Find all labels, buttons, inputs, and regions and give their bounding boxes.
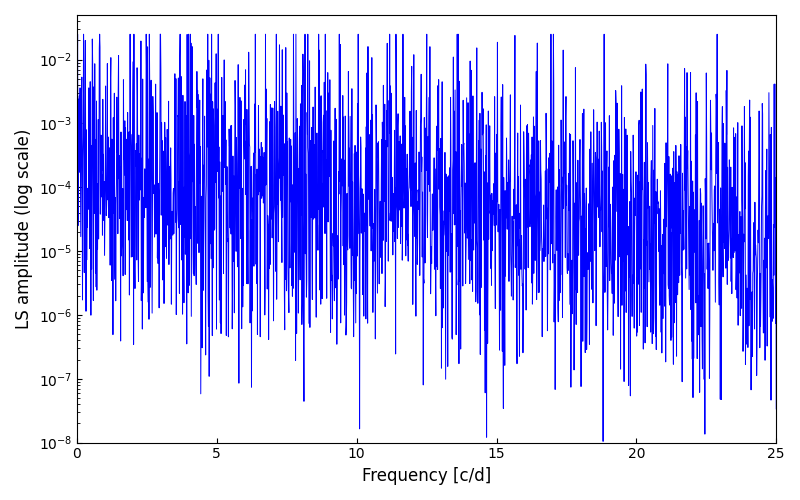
Y-axis label: LS amplitude (log scale): LS amplitude (log scale) [15, 128, 33, 329]
X-axis label: Frequency [c/d]: Frequency [c/d] [362, 467, 491, 485]
